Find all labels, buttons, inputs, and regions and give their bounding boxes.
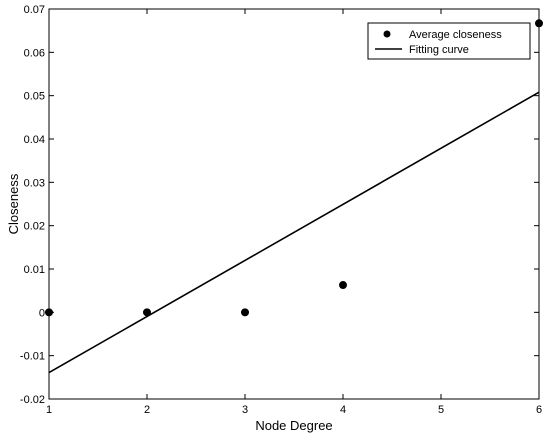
y-tick-label: 0.03 — [24, 177, 45, 189]
fitting-curve-line — [48, 91, 540, 374]
plot-marks — [45, 19, 543, 374]
x-tick-label: 5 — [438, 404, 444, 416]
y-tick-label: 0.04 — [24, 134, 45, 146]
x-tick-label: 3 — [242, 404, 248, 416]
y-tick-label: 0.02 — [24, 221, 45, 233]
legend: Average closeness Fitting curve — [367, 22, 531, 60]
x-axis-label: Node Degree — [255, 418, 332, 433]
legend-label-average-closeness: Average closeness — [409, 29, 502, 41]
legend-marker-average-closeness — [383, 30, 391, 38]
x-tick-label: 4 — [340, 404, 346, 416]
y-tick-label: 0.06 — [24, 47, 45, 59]
x-tick-label: 6 — [536, 404, 542, 416]
average-closeness-point — [143, 308, 151, 317]
y-tick-label: -0.01 — [20, 351, 45, 363]
legend-label-fitting-curve: Fitting curve — [409, 44, 469, 56]
y-tick-label: 0.01 — [24, 264, 45, 276]
axis-ticks: 1 2 3 4 5 6 -0.02 -0.01 0 0.01 0.02 0.03 0.04 0.05 0.0… — [20, 4, 542, 416]
y-tick-label: -0.02 — [20, 394, 45, 406]
y-tick-label: 0.05 — [24, 91, 45, 103]
legend-box — [367, 22, 531, 60]
y-tick-label: 0 — [39, 307, 45, 319]
average-closeness-point — [241, 308, 249, 317]
plot-frame — [48, 8, 540, 400]
x-tick-label: 1 — [46, 404, 52, 416]
y-tick-label: 0.07 — [24, 4, 45, 16]
average-closeness-point — [339, 281, 347, 290]
y-axis-label: Closeness — [6, 173, 21, 234]
x-tick-label: 2 — [144, 404, 150, 416]
